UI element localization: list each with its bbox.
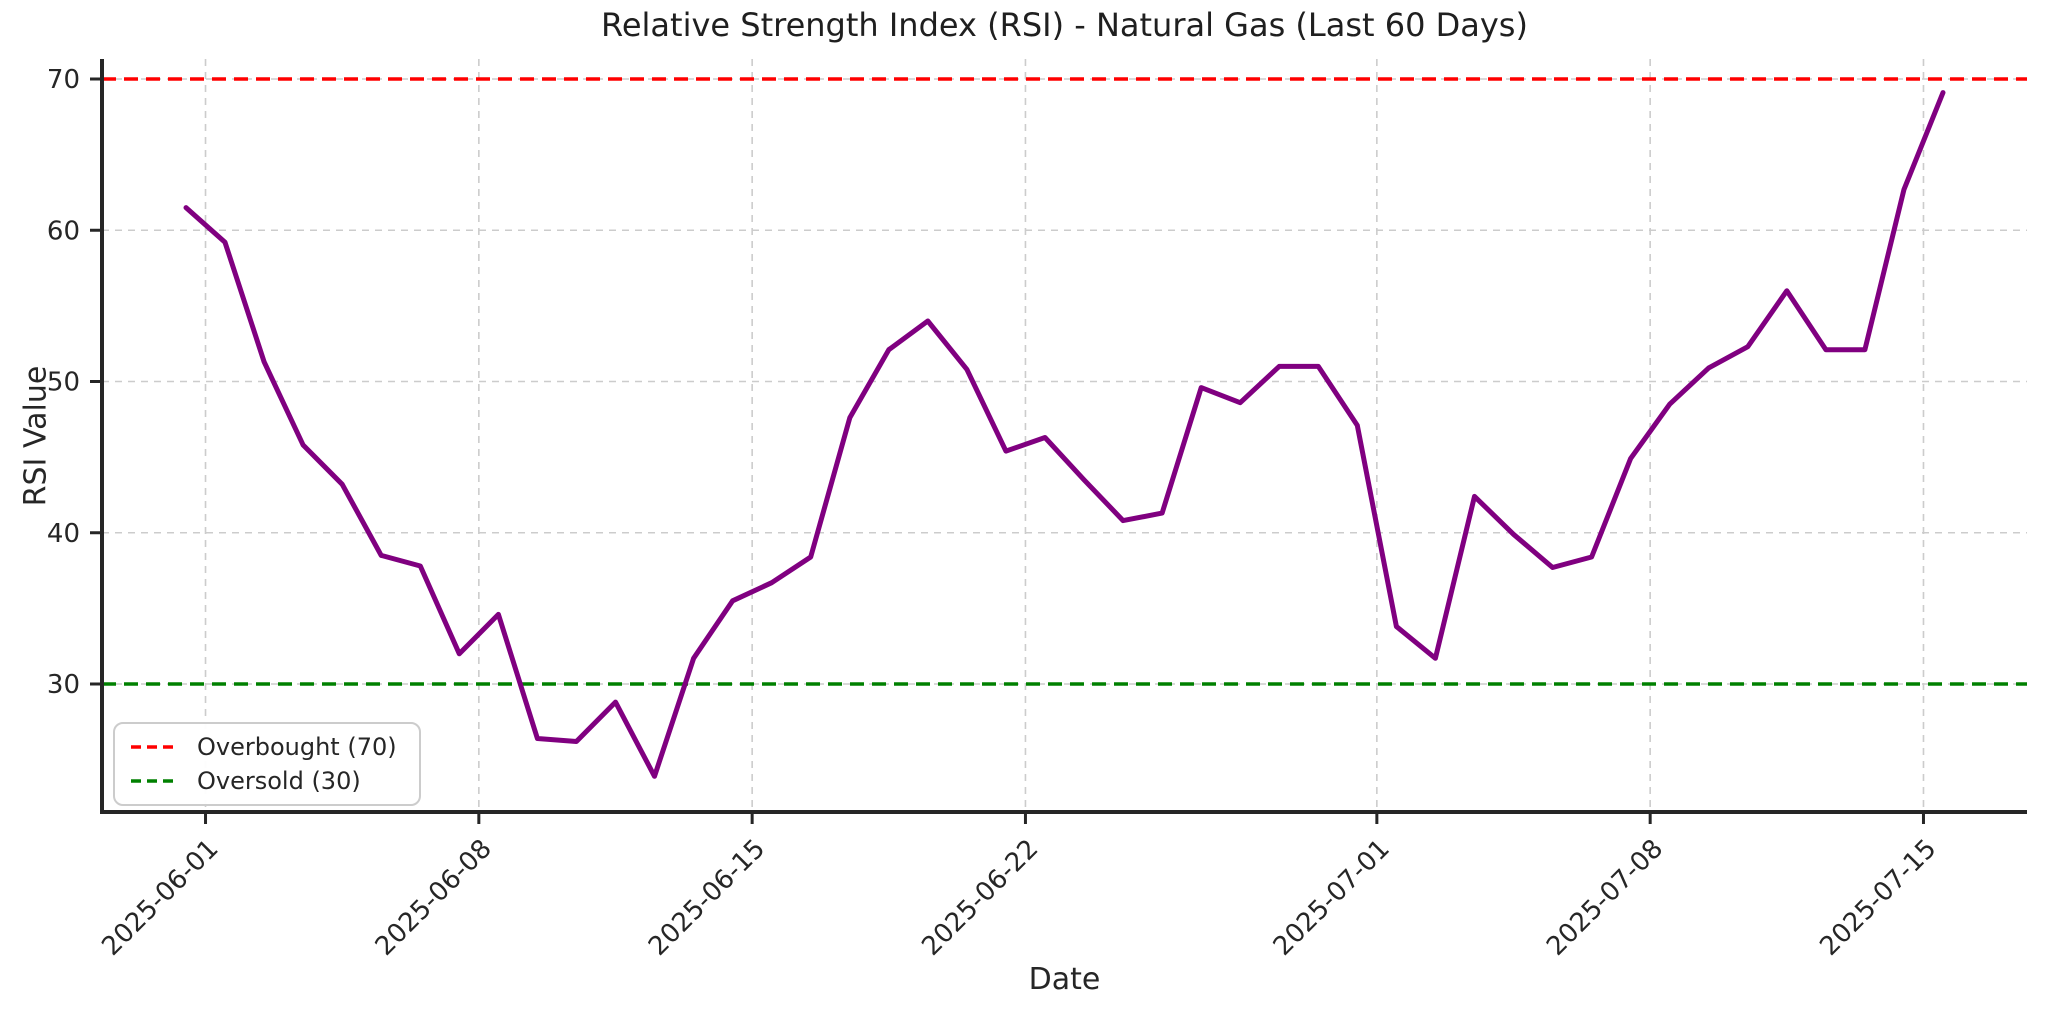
x-tick-label: 2025-06-22 [916,834,1044,962]
x-tick-label: 2025-07-15 [1814,834,1942,962]
y-axis-label: RSI Value [18,365,54,507]
y-tick-label: 30 [47,670,80,700]
legend-dashed-line-swatch [131,779,179,783]
legend-label: Overbought (70) [197,733,397,761]
y-tick-label: 50 [47,368,80,398]
legend-label: Oversold (30) [197,767,361,795]
rsi-line [183,90,1946,779]
y-tick-label: 60 [47,216,80,246]
y-tick-label: 40 [47,519,80,549]
legend-item-oversold: Oversold (30) [129,768,397,794]
x-axis-label: Date [1028,962,1101,997]
x-tick-label: 2025-06-15 [643,834,771,962]
y-tick-label: 70 [47,65,80,95]
x-tick-label: 2025-06-08 [370,834,498,962]
x-tick-label: 2025-07-01 [1268,834,1396,962]
legend: Overbought (70) Oversold (30) [113,722,421,806]
x-tick-label: 2025-07-08 [1541,834,1669,962]
x-tick-label: 2025-06-01 [96,834,224,962]
legend-dashed-line-swatch [131,745,179,749]
legend-item-overbought: Overbought (70) [129,734,397,760]
chart-title: Relative Strength Index (RSI) - Natural … [601,6,1528,44]
